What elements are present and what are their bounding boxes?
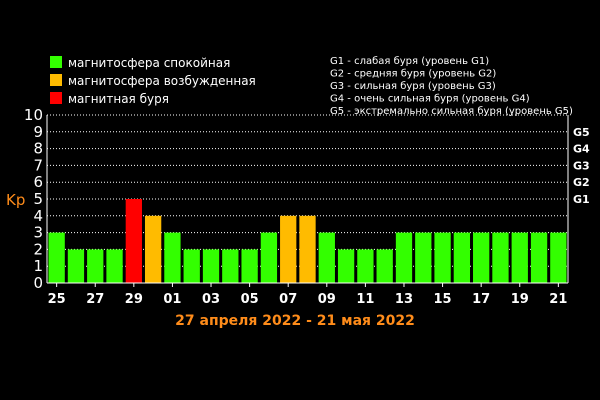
- x-tick-label: 15: [434, 292, 452, 307]
- bar: [164, 232, 181, 283]
- y-tick-label: 9: [33, 123, 43, 141]
- x-tick-label: 25: [48, 292, 66, 307]
- bar: [337, 249, 355, 283]
- bar: [222, 249, 239, 283]
- storm-level-legend-item: G5 - экстремально сильная буря (уровень …: [330, 106, 573, 117]
- storm-level-legend-item: G2 - средняя буря (уровень G2): [330, 69, 496, 80]
- x-tick-label: 05: [241, 292, 259, 307]
- bar: [202, 249, 220, 283]
- legend: магнитосфера спокойная магнитосфера возбу…: [50, 56, 256, 106]
- x-axis-ticks: 25 27 29 01 03 05 07 09 11 13 15 17 19 21: [48, 283, 567, 307]
- x-tick-label: 13: [395, 292, 413, 307]
- bar: [241, 249, 258, 283]
- storm-level-legend: G1 - слабая буря (уровень G1) G2 - средня…: [330, 56, 573, 117]
- bars: [48, 199, 567, 283]
- legend-label: магнитосфера возбужденная: [68, 74, 256, 88]
- legend-label: магнитосфера спокойная: [68, 56, 230, 70]
- bar: [106, 249, 123, 283]
- bar: [183, 249, 200, 283]
- bar: [434, 232, 451, 283]
- storm-level-legend-item: G3 - сильная буря (уровень G3): [330, 81, 496, 92]
- y-tick-label: 2: [33, 240, 43, 258]
- bar: [144, 215, 162, 283]
- bar: [67, 249, 85, 283]
- storm-level-tick-label: G5: [573, 126, 590, 139]
- storm-level-legend-item: G4 - очень сильная буря (уровень G4): [330, 94, 530, 105]
- bar: [260, 232, 278, 283]
- bar: [87, 249, 104, 283]
- x-tick-label: 19: [511, 292, 529, 307]
- date-range-subtitle: 27 апреля 2022 - 21 мая 2022: [175, 313, 415, 329]
- bar: [453, 232, 471, 283]
- bar: [550, 232, 567, 283]
- y-tick-label: 0: [33, 274, 43, 292]
- x-tick-label: 21: [549, 292, 567, 307]
- bar: [357, 249, 374, 283]
- bar: [492, 232, 509, 283]
- y-tick-label: 6: [33, 173, 43, 191]
- y-tick-label: 1: [33, 257, 43, 275]
- bar: [280, 215, 297, 283]
- bar: [376, 249, 393, 283]
- x-tick-label: 17: [472, 292, 490, 307]
- bar: [473, 232, 490, 283]
- y-axis-label: Kp: [6, 191, 25, 209]
- x-tick-label: 01: [163, 292, 181, 307]
- bar: [415, 232, 432, 283]
- storm-level-legend-item: G1 - слабая буря (уровень G1): [330, 56, 489, 67]
- legend-swatch: [50, 56, 62, 68]
- storm-level-axis-ticks: G1 G2 G3 G4 G5: [573, 126, 590, 206]
- x-tick-label: 27: [86, 292, 104, 307]
- bar: [511, 232, 528, 283]
- legend-swatch: [50, 92, 62, 104]
- legend-swatch: [50, 74, 62, 86]
- y-tick-label: 8: [33, 140, 43, 158]
- bar: [125, 199, 142, 283]
- storm-level-tick-label: G4: [573, 143, 590, 156]
- legend-label: магнитная буря: [68, 92, 169, 106]
- storm-level-tick-label: G2: [573, 176, 590, 189]
- x-tick-label: 29: [125, 292, 143, 307]
- y-tick-label: 3: [33, 224, 43, 242]
- x-tick-label: 07: [279, 292, 297, 307]
- bar: [299, 215, 316, 283]
- x-tick-label: 11: [356, 292, 374, 307]
- bar: [530, 232, 548, 283]
- bar: [318, 232, 335, 283]
- x-tick-label: 09: [318, 292, 336, 307]
- bar: [48, 232, 65, 283]
- x-tick-label: 03: [202, 292, 220, 307]
- y-tick-label: 5: [33, 190, 43, 208]
- y-tick-label: 4: [33, 207, 43, 225]
- storm-level-tick-label: G1: [573, 193, 590, 206]
- storm-level-tick-label: G3: [573, 159, 590, 172]
- y-tick-label: 10: [24, 106, 43, 124]
- bar: [395, 232, 413, 283]
- y-tick-label: 7: [33, 156, 43, 174]
